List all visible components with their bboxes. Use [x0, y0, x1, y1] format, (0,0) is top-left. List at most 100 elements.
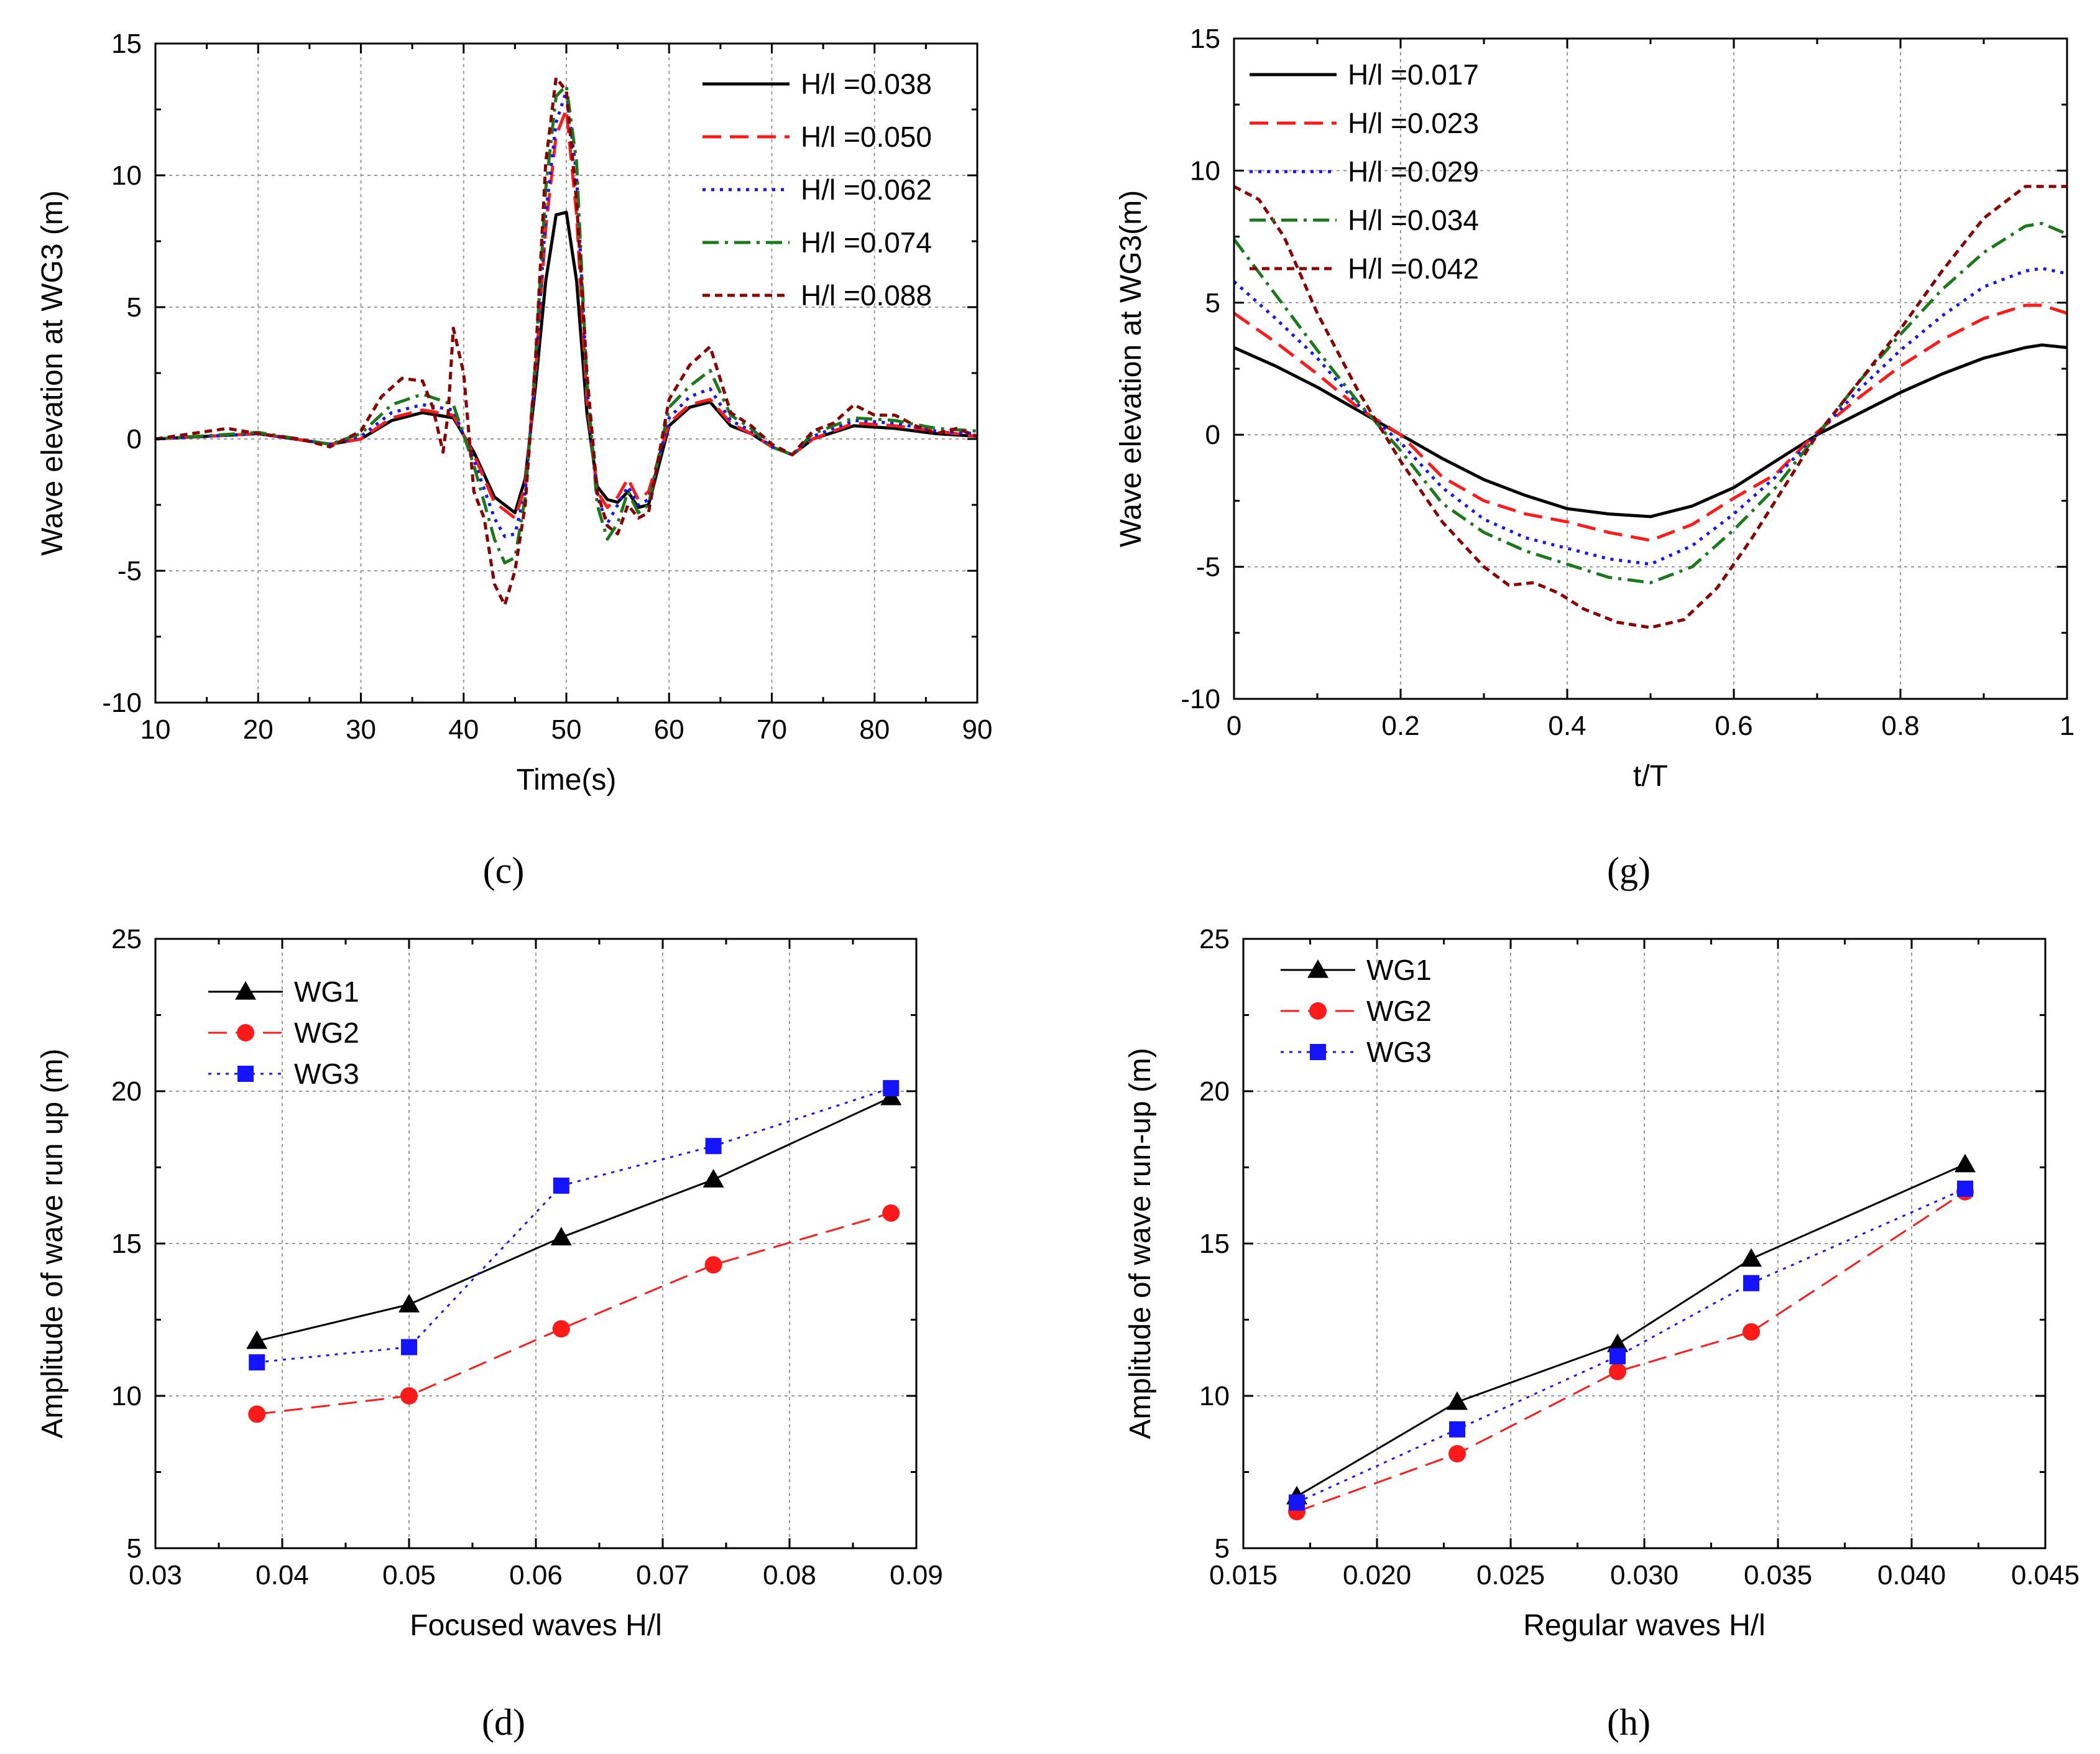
legend-label: H/l =0.050 — [801, 121, 932, 153]
x-axis-title: Time(s) — [517, 764, 617, 796]
x-tick-label: 50 — [551, 714, 582, 745]
data-point-marker — [882, 1204, 900, 1222]
y-tick-label: 0 — [127, 424, 142, 455]
y-axis-title: Wave elevation at WG3 (m) — [36, 190, 69, 556]
x-tick-label: 0.020 — [1343, 1560, 1411, 1590]
panel-label: (d) — [482, 1702, 525, 1743]
legend-label: H/l =0.074 — [801, 226, 932, 259]
y-tick-label: 15 — [111, 1229, 142, 1259]
x-tick-label: 0.6 — [1715, 711, 1752, 741]
legend-label: WG2 — [294, 1017, 359, 1049]
series-line-2 — [1296, 1191, 1966, 1513]
y-tick-label: 10 — [1190, 155, 1220, 186]
legend-marker — [1309, 1002, 1327, 1020]
x-tick-label: 0.4 — [1548, 711, 1586, 741]
grid — [155, 939, 916, 1548]
y-tick-label: -5 — [1196, 552, 1220, 583]
y-tick-label: 15 — [1199, 1229, 1230, 1259]
legend-item: H/l =0.042 — [1250, 252, 1479, 285]
x-tick-label: 0.035 — [1744, 1560, 1812, 1590]
data-point-marker — [1741, 1248, 1762, 1267]
data-point-marker — [1609, 1362, 1626, 1380]
x-tick-label: 0.030 — [1610, 1560, 1679, 1590]
data-point-marker — [246, 1330, 268, 1349]
data-point-marker — [705, 1138, 722, 1155]
x-tick-label: 0.8 — [1881, 711, 1919, 741]
data-point-marker — [1448, 1445, 1466, 1463]
data-point-marker — [400, 1387, 418, 1405]
data-point-marker — [398, 1294, 420, 1313]
legend-label: WG1 — [1366, 954, 1432, 986]
data-point-marker — [1743, 1323, 1760, 1341]
legend-item: WG3 — [1281, 1036, 1432, 1068]
axis-ticks: 0 0.2 0.4 0.6 0.8 1 -10 -5 0 5 10 15 — [1181, 24, 2075, 741]
legend-item: H/l =0.017 — [1250, 58, 1479, 91]
legend-item: H/l =0.088 — [702, 279, 932, 312]
x-tick-label: 0.2 — [1381, 711, 1419, 741]
grid — [1243, 939, 2045, 1548]
legend-marker — [237, 1024, 254, 1041]
x-tick-label: 70 — [757, 714, 787, 745]
legend-item: H/l =0.034 — [1250, 204, 1479, 236]
legend-label: WG1 — [294, 976, 359, 1008]
x-tick-label: 0.07 — [636, 1560, 689, 1590]
x-tick-label: 1 — [2060, 711, 2075, 741]
x-tick-label: 0.03 — [129, 1560, 182, 1590]
x-tick-label: 0.045 — [2011, 1560, 2079, 1590]
y-tick-label: 5 — [1205, 288, 1220, 318]
y-tick-label: 10 — [1199, 1381, 1230, 1411]
chart-panel-h: 0.015 0.020 0.025 0.030 0.035 0.040 0.045 5 10 15… — [1124, 924, 2079, 1743]
legend-label: WG3 — [1366, 1036, 1432, 1068]
axis-ticks: 0.015 0.020 0.025 0.030 0.035 0.040 0.045 5 10 15… — [1199, 924, 2079, 1590]
data-point-marker — [883, 1080, 900, 1097]
legend: H/l =0.038 H/l =0.050 H/l =0.062 H/l =0.074… — [702, 68, 932, 312]
legend-label: H/l =0.088 — [801, 279, 932, 312]
x-tick-label: 0.06 — [509, 1560, 563, 1590]
data-point-marker — [1607, 1333, 1628, 1352]
legend-marker — [235, 981, 256, 1000]
legend: WG1 WG2 WG3 — [1281, 954, 1432, 1068]
x-tick-label: 60 — [654, 714, 684, 745]
y-tick-label: -10 — [102, 688, 142, 718]
legend-label: H/l =0.038 — [801, 68, 932, 100]
x-tick-label: 30 — [346, 714, 376, 745]
series-group — [155, 76, 977, 607]
legend: H/l =0.017 H/l =0.023 H/l =0.029 H/l =0.034… — [1250, 58, 1479, 285]
series-line-2 — [1234, 303, 2067, 542]
y-tick-label: 5 — [127, 292, 142, 323]
data-point-marker — [401, 1339, 417, 1355]
chart-panel-g: 0 0.2 0.4 0.6 0.8 1 -10 -5 0 5 10 15 t/T Wave elevati… — [1115, 24, 2075, 891]
y-tick-label: 10 — [111, 160, 142, 191]
legend-label: H/l =0.017 — [1348, 58, 1479, 91]
legend-label: H/l =0.062 — [801, 173, 932, 206]
data-point-marker — [553, 1177, 569, 1194]
x-axis-title: Regular waves H/l — [1523, 1609, 1765, 1642]
data-point-marker — [1447, 1391, 1468, 1410]
data-point-marker — [704, 1256, 722, 1274]
x-axis-title: Focused waves H/l — [410, 1609, 662, 1642]
panel-label: (g) — [1607, 850, 1651, 891]
legend-item: H/l =0.023 — [1250, 107, 1479, 139]
legend-item: H/l =0.029 — [1250, 155, 1479, 188]
legend-item: WG2 — [1281, 995, 1432, 1027]
data-point-marker — [552, 1320, 570, 1338]
legend-marker — [1310, 1044, 1326, 1060]
series-line-1 — [1296, 1163, 1966, 1497]
y-tick-label: 5 — [127, 1533, 142, 1564]
grid — [155, 44, 977, 703]
data-point-marker — [1610, 1348, 1626, 1365]
grid — [1234, 39, 2067, 699]
panel-label: (c) — [483, 850, 525, 891]
legend-item: H/l =0.062 — [702, 173, 932, 206]
series-line-3 — [257, 1087, 891, 1364]
data-point-marker — [248, 1405, 266, 1423]
x-tick-label: 0 — [1227, 711, 1241, 741]
series-line-1 — [1234, 343, 2067, 519]
legend-item: H/l =0.074 — [702, 226, 932, 259]
y-tick-label: 25 — [111, 924, 142, 954]
y-axis-title: Wave elevation at WG3(m) — [1115, 190, 1148, 547]
y-tick-label: 10 — [111, 1381, 142, 1411]
data-point-marker — [702, 1169, 724, 1188]
legend-label: H/l =0.034 — [1348, 204, 1479, 236]
